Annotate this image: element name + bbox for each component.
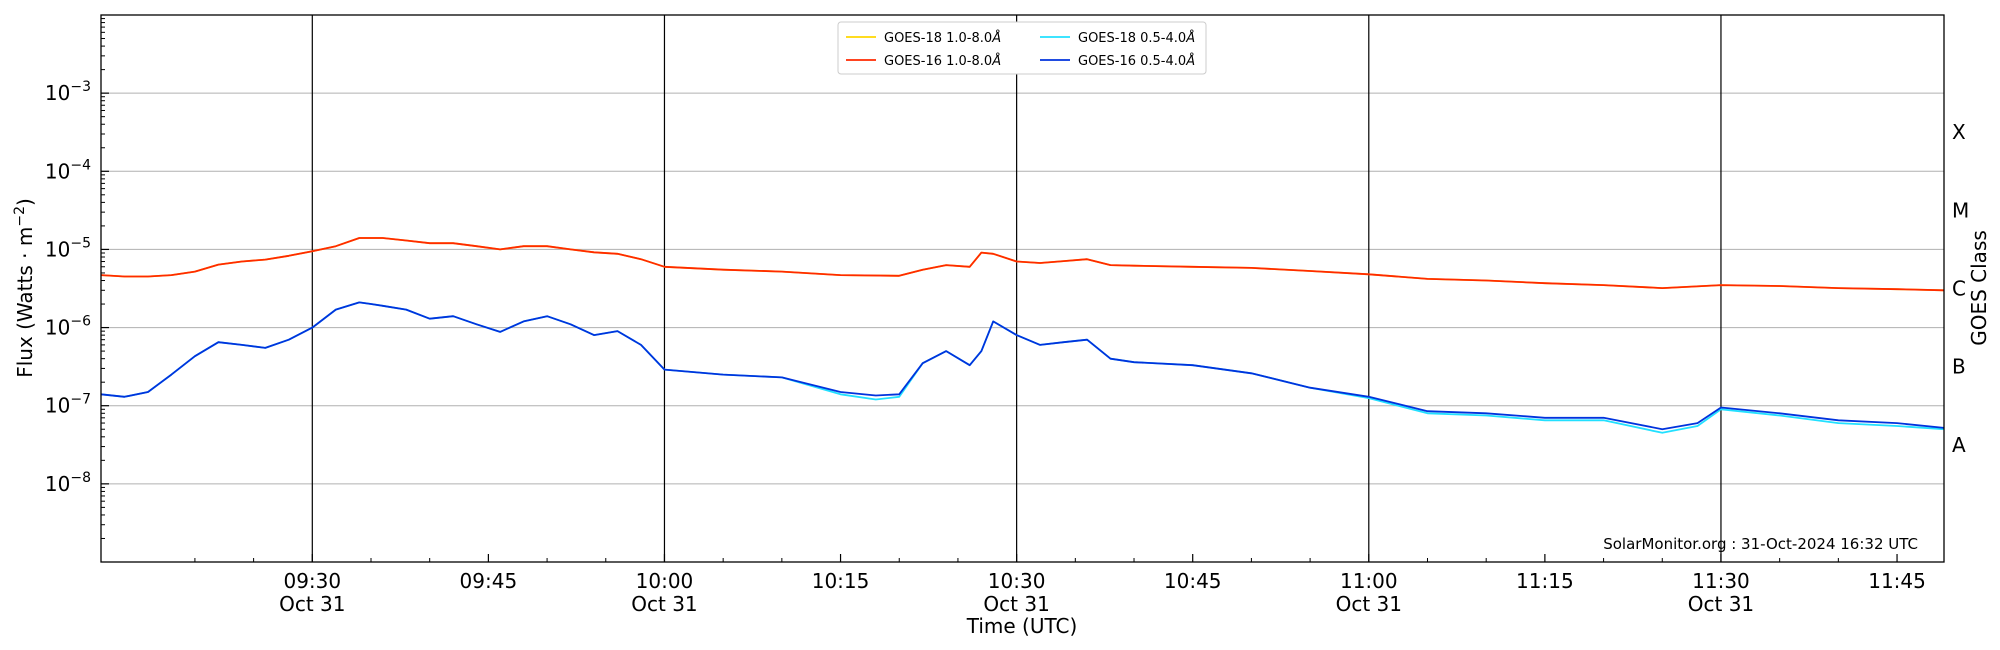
source-annotation: SolarMonitor.org : 31-Oct-2024 16:32 UTC (1603, 535, 1918, 553)
legend-box (837, 21, 1207, 75)
y-tick-label-base: 10 (45, 237, 70, 261)
y-tick-label-base: 10 (45, 159, 70, 183)
series-lines (100, 237, 1945, 434)
y-tick-label-exponent: −4 (70, 157, 91, 173)
y-tick-label: 10−4 (45, 157, 91, 183)
x-tick-label-time: 11:30 (1692, 569, 1750, 593)
x-tick-label-time: 11:00 (1340, 569, 1398, 593)
y-tick-label-base: 10 (45, 472, 70, 496)
goes-class-m: M (1952, 198, 1969, 222)
y-tick-label-base: 10 (45, 81, 70, 105)
x-tick-label-time: 10:00 (636, 569, 694, 593)
x-tick-label-date: Oct 31 (983, 592, 1049, 616)
legend-items: GOES-18 1.0-8.0Å GOES-18 0.5-4.0ÅGOES-16 … (846, 30, 1195, 69)
legend-label: GOES-18 1.0-8.0Å (884, 30, 1001, 46)
x-tick-label-time: 09:30 (283, 569, 341, 593)
legend-label-text: GOES-16 0.5-4.0 (1078, 54, 1186, 69)
x-axis-label: Time (UTC) (966, 614, 1078, 638)
y-tick-label: 10−7 (45, 392, 91, 418)
plot-frame (100, 14, 1945, 563)
y-tick-label: 10−3 (45, 79, 91, 105)
y-tick-label-exponent: −3 (70, 79, 91, 95)
goes-class-x: X (1952, 120, 1966, 144)
y-tick-label-base: 10 (45, 394, 70, 418)
series-line-2 (100, 237, 1945, 292)
y-axis-label-main: Flux (Watts · m (13, 227, 37, 378)
x-tick-label-time: 11:15 (1516, 569, 1574, 593)
goes-class-labels: A B C M X (1952, 120, 1969, 457)
legend-label-unit: Å (991, 53, 1001, 69)
x-tick-label-time: 10:45 (1164, 569, 1222, 593)
y-axis-ticks: 10−810−710−610−510−410−3 (45, 18, 109, 539)
y-axis-label-close: ) (13, 198, 37, 206)
x-tick-label-time: 11:45 (1868, 569, 1926, 593)
x-tick-label-date: Oct 31 (631, 592, 697, 616)
x-tick-label-date: Oct 31 (1688, 592, 1754, 616)
y-tick-label-exponent: −5 (70, 235, 91, 251)
legend-label-text: GOES-18 1.0-8.0 (884, 31, 992, 46)
y-tick-label: 10−5 (45, 235, 91, 261)
legend-label: GOES-16 1.0-8.0Å (884, 53, 1001, 69)
y-axis-label-exponent: −2 (12, 206, 28, 227)
goes-class-a: A (1952, 433, 1966, 457)
legend-label: GOES-16 0.5-4.0Å (1078, 53, 1195, 69)
grid-lines (101, 15, 1944, 562)
legend-label-text: GOES-16 1.0-8.0 (884, 54, 992, 69)
legend-label-unit: Å (991, 30, 1001, 46)
legend-label: GOES-18 0.5-4.0Å (1078, 30, 1195, 46)
goes-class-c: C (1952, 277, 1966, 301)
y-tick-label-exponent: −8 (70, 470, 91, 486)
legend-label-text: GOES-18 0.5-4.0 (1078, 31, 1186, 46)
series-line-4 (100, 301, 1945, 431)
y-tick-label-base: 10 (45, 316, 70, 340)
x-tick-label-time: 10:15 (812, 569, 870, 593)
goes-class-axis-label: GOES Class (1967, 230, 1991, 346)
goes-class-b: B (1952, 355, 1966, 379)
y-tick-label-exponent: −7 (70, 392, 91, 408)
x-tick-label-time: 09:45 (460, 569, 518, 593)
y-axis-label: Flux (Watts · m−2) (12, 198, 37, 378)
x-tick-label-date: Oct 31 (279, 592, 345, 616)
y-tick-label: 10−8 (45, 470, 91, 496)
legend-label-unit: Å (1185, 30, 1195, 46)
legend: GOES-18 1.0-8.0Å GOES-18 0.5-4.0ÅGOES-16 … (837, 21, 1207, 75)
legend-label-unit: Å (1185, 53, 1195, 69)
x-tick-label-date: Oct 31 (1336, 592, 1402, 616)
y-tick-label-exponent: −6 (70, 314, 91, 330)
y-tick-label: 10−6 (45, 314, 91, 340)
x-tick-label-time: 10:30 (988, 569, 1046, 593)
